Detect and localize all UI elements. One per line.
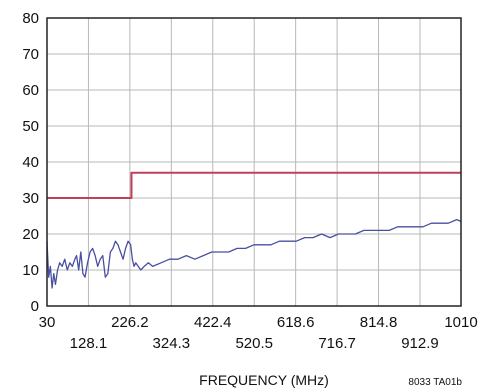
data-series bbox=[46, 171, 462, 289]
y-axis-tick-labels: 0 10 20 30 40 50 60 70 80 bbox=[22, 10, 39, 315]
x-tick-label: 814.8 bbox=[360, 314, 398, 331]
x-tick-label: 422.4 bbox=[194, 314, 232, 331]
y-tick-label: 70 bbox=[22, 46, 39, 63]
y-tick-label: 20 bbox=[22, 226, 39, 243]
x-tick-label: 716.7 bbox=[318, 335, 356, 352]
y-tick-label: 10 bbox=[22, 262, 39, 279]
x-tick-label: 520.5 bbox=[235, 335, 273, 352]
y-tick-label: 50 bbox=[22, 118, 39, 135]
y-tick-label: 30 bbox=[22, 190, 39, 207]
y-tick-label: 40 bbox=[22, 154, 39, 171]
figure-id-label: 8033 TA01b bbox=[408, 377, 462, 388]
x-tick-label: 226.2 bbox=[111, 314, 149, 331]
y-tick-label: 60 bbox=[22, 82, 39, 99]
plot-frame bbox=[46, 17, 462, 307]
measured-emissions-line bbox=[46, 218, 462, 289]
x-tick-label: 1010 bbox=[444, 314, 477, 331]
x-tick-label: 30 bbox=[39, 314, 56, 331]
y-tick-label: 0 bbox=[31, 298, 39, 315]
x-tick-label: 324.3 bbox=[153, 335, 191, 352]
y-tick-label: 80 bbox=[22, 10, 39, 27]
x-axis-tick-labels: 30 226.2 422.4 618.6 814.8 1010 128.1 324.3 520.… bbox=[39, 314, 478, 352]
limit-line bbox=[47, 171, 461, 199]
x-tick-label: 128.1 bbox=[70, 335, 108, 352]
x-tick-label: 618.6 bbox=[277, 314, 315, 331]
x-axis-label: FREQUENCY (MHz) bbox=[199, 372, 329, 388]
x-tick-label: 912.9 bbox=[401, 335, 439, 352]
